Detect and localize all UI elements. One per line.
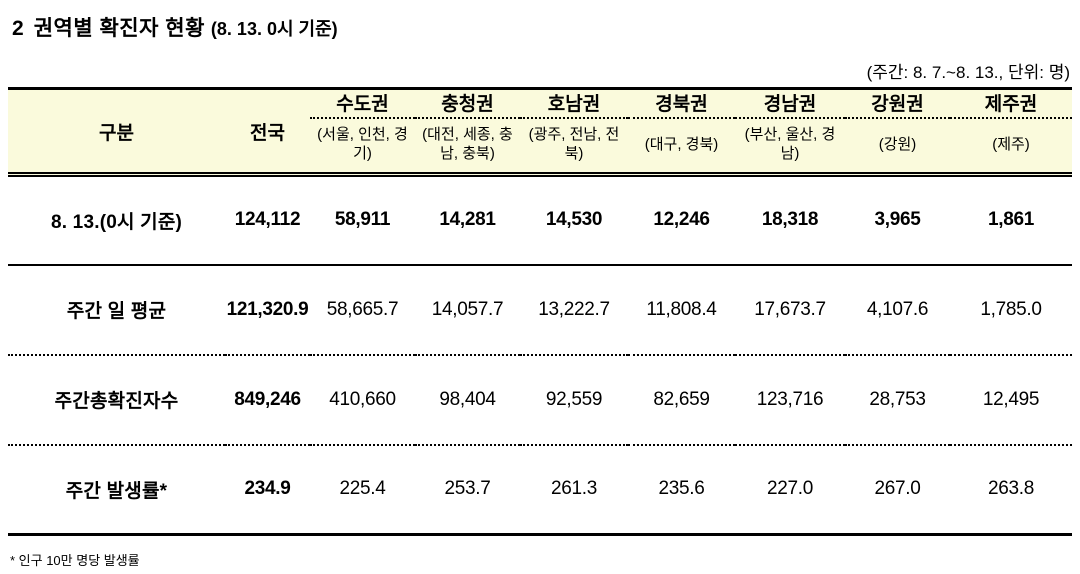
section-number: 2 — [12, 17, 24, 40]
section-title-text: 권역별 확진자 현황 — [33, 17, 205, 40]
region-value: 58,911 — [310, 174, 415, 266]
column-header-region-jeju: 제주권 (제주) — [950, 88, 1072, 177]
region-value: 18,318 — [735, 174, 845, 266]
region-value: 263.8 — [987, 478, 1035, 500]
column-header-region-honam: 호남권 (광주, 전남, 전북) — [520, 88, 628, 177]
column-header-national: 전국 — [225, 88, 310, 177]
national-value: 849,246 — [225, 354, 310, 446]
region-subareas: (대구, 경북) — [644, 135, 719, 153]
row-label: 주간총확진자수 — [8, 354, 225, 446]
region-name: 호남권 — [520, 91, 628, 119]
section-title: 2 권역별 확진자 현황 (8. 13. 0시 기준) — [8, 12, 1072, 42]
table-unit-note: (주간: 8. 7.~8. 13., 단위: 명) — [866, 63, 1070, 82]
region-value: 1,785.0 — [950, 264, 1072, 356]
region-subareas: (제주) — [992, 135, 1030, 153]
region-subareas: (강원) — [878, 135, 917, 153]
region-value: 267.0 — [874, 478, 921, 500]
national-value: 234.9 — [244, 478, 291, 500]
region-name: 강원권 — [845, 91, 950, 119]
region-value: 98,404 — [415, 354, 520, 446]
regional-cases-table: 구분 전국 수도권 (서울, 인천, 경기) 충청권 (대전, 세종, 충남, … — [8, 87, 1072, 536]
region-subareas: (광주, 전남, 전북) — [528, 126, 620, 162]
region-value: 261.3 — [550, 478, 598, 500]
row-label: 8. 13.(0시 기준) — [8, 174, 225, 266]
region-subareas: (서울, 인천, 경기) — [317, 126, 408, 162]
column-header-region-sudogwon: 수도권 (서울, 인천, 경기) — [310, 88, 415, 177]
row-label: 주간 발생률* — [65, 480, 168, 502]
region-value: 225.4 — [339, 478, 386, 500]
column-header-region-gangwon: 강원권 (강원) — [845, 88, 950, 177]
footnote: * 인구 10만 명당 발생률 — [10, 553, 140, 568]
national-value: 121,320.9 — [225, 264, 310, 356]
header-row: 구분 전국 수도권 (서울, 인천, 경기) 충청권 (대전, 세종, 충남, … — [8, 88, 1072, 177]
table-header: 구분 전국 수도권 (서울, 인천, 경기) 충청권 (대전, 세종, 충남, … — [8, 88, 1072, 177]
table-row-weekly-daily-average: 주간 일 평균 121,320.9 58,665.7 14,057.7 13,2… — [8, 264, 1072, 356]
region-name: 경북권 — [628, 91, 735, 119]
region-value: 3,965 — [845, 174, 950, 266]
section-title-date: (8. 13. 0시 기준) — [210, 19, 338, 39]
region-value: 58,665.7 — [310, 264, 415, 356]
region-value: 82,659 — [628, 354, 735, 446]
region-value: 14,057.7 — [415, 264, 520, 356]
region-subareas: (대전, 세종, 충남, 충북) — [422, 126, 513, 162]
region-value: 92,559 — [520, 354, 628, 446]
table-row-weekly-total: 주간총확진자수 849,246 410,660 98,404 92,559 82… — [8, 354, 1072, 446]
region-value: 410,660 — [310, 354, 415, 446]
region-value: 11,808.4 — [628, 264, 735, 356]
table-body: 8. 13.(0시 기준) 124,112 58,911 14,281 14,5… — [8, 174, 1072, 535]
national-value: 124,112 — [225, 174, 310, 266]
region-value: 227.0 — [766, 478, 814, 500]
region-value: 12,495 — [950, 354, 1072, 446]
region-value: 1,861 — [950, 174, 1072, 266]
region-value: 12,246 — [628, 174, 735, 266]
column-header-region-gyeongnam: 경남권 (부산, 울산, 경남) — [735, 88, 845, 177]
column-header-category: 구분 — [8, 88, 225, 177]
region-value: 17,673.7 — [735, 264, 845, 356]
region-value: 14,530 — [520, 174, 628, 266]
table-row-weekly-incidence-rate: 주간 발생률* 234.9 225.4 253.7 261.3 235.6 22… — [8, 445, 1072, 535]
region-name: 제주권 — [950, 91, 1072, 119]
region-name: 수도권 — [310, 91, 415, 119]
column-header-region-chungcheong: 충청권 (대전, 세종, 충남, 충북) — [415, 88, 520, 177]
region-value: 13,222.7 — [520, 264, 628, 356]
region-value: 123,716 — [735, 354, 845, 446]
region-value: 28,753 — [845, 354, 950, 446]
region-subareas: (부산, 울산, 경남) — [744, 126, 836, 162]
region-name: 충청권 — [415, 91, 520, 119]
region-value: 14,281 — [415, 174, 520, 266]
column-header-region-gyeongbuk: 경북권 (대구, 경북) — [628, 88, 735, 177]
row-label: 주간 일 평균 — [8, 264, 225, 356]
region-value: 235.6 — [658, 478, 705, 500]
region-value: 253.7 — [444, 478, 491, 500]
region-name: 경남권 — [735, 91, 845, 119]
region-value: 4,107.6 — [845, 264, 950, 356]
table-row-daily-count: 8. 13.(0시 기준) 124,112 58,911 14,281 14,5… — [8, 174, 1072, 266]
